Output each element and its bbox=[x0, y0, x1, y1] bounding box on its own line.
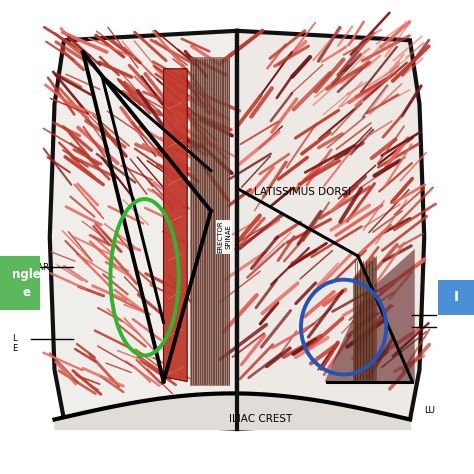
Polygon shape bbox=[353, 256, 377, 382]
Text: ngle
e: ngle e bbox=[12, 268, 41, 299]
Polygon shape bbox=[237, 31, 424, 429]
Text: ERECTOR
SPINAE: ERECTOR SPINAE bbox=[217, 221, 231, 253]
Text: LATISSIMUS DORSI: LATISSIMUS DORSI bbox=[254, 187, 351, 197]
Text: ILIAC CREST: ILIAC CREST bbox=[229, 414, 292, 425]
Text: LU: LU bbox=[424, 406, 435, 414]
Text: L: L bbox=[12, 335, 17, 343]
Text: I: I bbox=[454, 291, 459, 304]
Polygon shape bbox=[325, 249, 415, 382]
Polygon shape bbox=[190, 57, 230, 386]
Text: LUMBAR: LUMBAR bbox=[12, 264, 49, 272]
Polygon shape bbox=[50, 31, 237, 429]
Text: E: E bbox=[12, 344, 17, 353]
Polygon shape bbox=[164, 69, 187, 382]
FancyBboxPatch shape bbox=[0, 256, 40, 310]
FancyBboxPatch shape bbox=[438, 280, 474, 315]
